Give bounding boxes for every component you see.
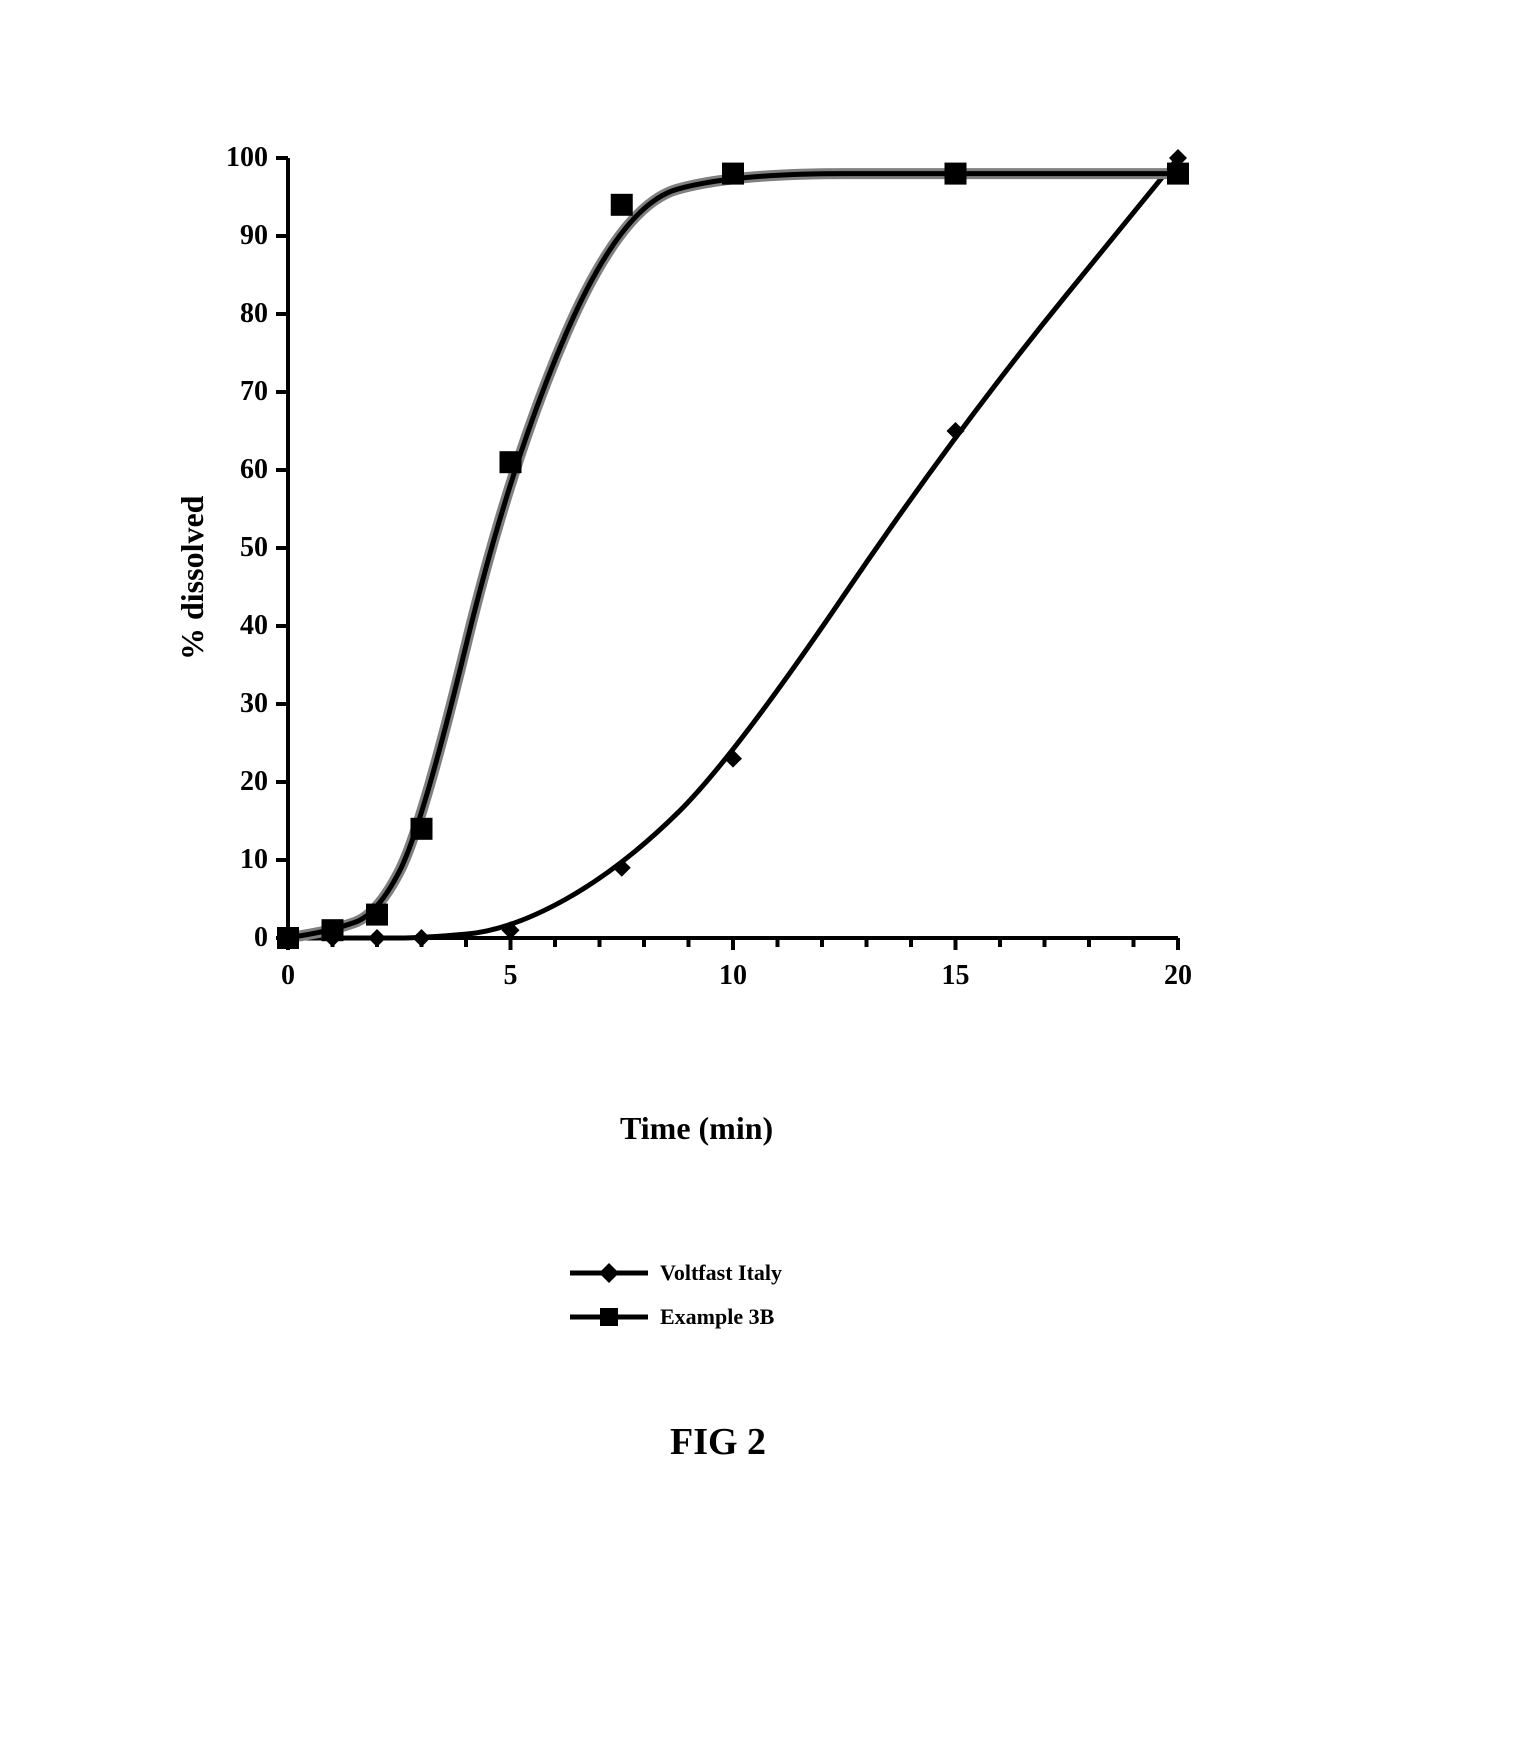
legend-item-voltfast: Voltfast Italy — [570, 1260, 782, 1286]
x-tick-label: 15 — [936, 960, 976, 992]
legend-swatch-example3b — [570, 1306, 648, 1328]
x-tick-label: 5 — [491, 960, 531, 992]
y-tick-label: 20 — [240, 766, 268, 798]
page: % dissolved Time (min) 01020304050607080… — [0, 0, 1513, 1748]
y-tick-label: 0 — [254, 922, 268, 954]
x-tick-label: 20 — [1158, 960, 1198, 992]
y-tick-label: 60 — [240, 454, 268, 486]
line-chart — [0, 0, 1513, 1748]
x-tick-label: 0 — [268, 960, 308, 992]
y-tick-label: 40 — [240, 610, 268, 642]
legend-label-example3b: Example 3B — [660, 1304, 774, 1330]
legend: Voltfast Italy Example 3B — [570, 1260, 782, 1330]
y-tick-label: 30 — [240, 688, 268, 720]
chart-plot-area — [0, 0, 1513, 1748]
y-tick-label: 50 — [240, 532, 268, 564]
diamond-icon — [598, 1262, 620, 1284]
figure-caption: FIG 2 — [670, 1420, 766, 1464]
y-tick-label: 10 — [240, 844, 268, 876]
y-tick-label: 80 — [240, 298, 268, 330]
legend-label-voltfast: Voltfast Italy — [660, 1260, 782, 1286]
legend-swatch-voltfast — [570, 1262, 648, 1284]
legend-item-example3b: Example 3B — [570, 1304, 782, 1330]
y-tick-label: 100 — [226, 142, 268, 174]
y-tick-label: 90 — [240, 220, 268, 252]
square-icon — [598, 1306, 620, 1328]
y-tick-label: 70 — [240, 376, 268, 408]
x-tick-label: 10 — [713, 960, 753, 992]
